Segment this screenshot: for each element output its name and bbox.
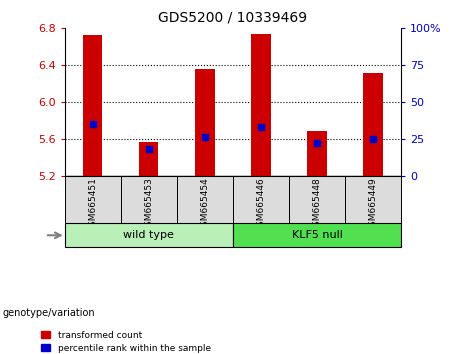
Text: genotype/variation: genotype/variation	[2, 308, 95, 318]
Bar	[363, 73, 383, 176]
Text: GSM665446: GSM665446	[256, 177, 266, 232]
Title: GDS5200 / 10339469: GDS5200 / 10339469	[158, 10, 307, 24]
Text: GSM665449: GSM665449	[368, 177, 378, 232]
Text: wild type: wild type	[123, 230, 174, 240]
Bar	[307, 131, 327, 176]
Bar	[195, 69, 214, 176]
FancyBboxPatch shape	[233, 223, 401, 247]
Text: GSM665453: GSM665453	[144, 177, 153, 232]
Text: GSM665448: GSM665448	[313, 177, 321, 232]
FancyBboxPatch shape	[65, 223, 233, 247]
Text: GSM665454: GSM665454	[200, 177, 209, 232]
Bar	[83, 35, 102, 176]
Bar	[139, 142, 159, 176]
Text: KLF5 null: KLF5 null	[291, 230, 343, 240]
Legend: transformed count, percentile rank within the sample: transformed count, percentile rank withi…	[41, 331, 211, 353]
Bar	[251, 34, 271, 176]
Text: GSM665451: GSM665451	[88, 177, 97, 232]
